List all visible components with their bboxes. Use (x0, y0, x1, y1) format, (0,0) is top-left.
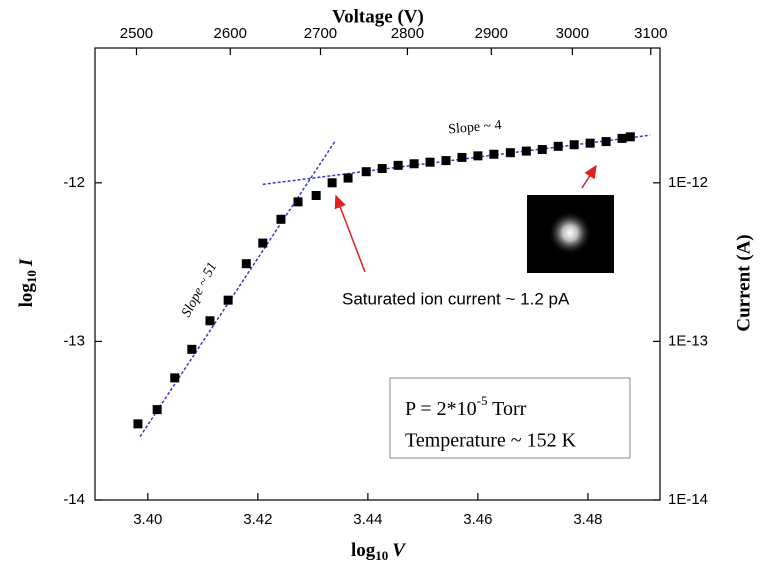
y-axis-title: log10I (16, 258, 39, 307)
data-point (457, 152, 467, 162)
x-tick-label: 3.42 (243, 511, 272, 528)
data-point (489, 149, 499, 159)
data-point (152, 405, 162, 415)
x-axis-title: log10 V (351, 540, 406, 563)
x2-tick-label: 2500 (120, 25, 153, 42)
annotation: Temperature ~ 152 K (405, 430, 577, 452)
annotation: Saturated ion current ~ 1.2 pA (342, 289, 570, 308)
arrow (334, 194, 366, 273)
data-point (361, 167, 371, 177)
data-point (537, 145, 547, 155)
info-box (389, 377, 631, 459)
annotation: Slope ~ 4 (448, 118, 503, 138)
x-tick-label: 3.40 (133, 511, 162, 528)
data-point (133, 419, 143, 429)
x2-tick-label: 2900 (475, 25, 508, 42)
x-tick-label: 3.48 (573, 511, 602, 528)
data-point (625, 132, 635, 142)
data-point (170, 373, 180, 383)
chart-title: Voltage (V) (332, 6, 424, 27)
data-point (327, 178, 337, 188)
y2-tick-label: 1E-14 (668, 491, 708, 508)
fit-line (262, 134, 651, 186)
data-point (205, 316, 215, 326)
data-point (276, 214, 286, 224)
data-point (393, 160, 403, 170)
x2-tick-label: 3000 (556, 25, 589, 42)
plot-frame (94, 47, 661, 501)
data-point (505, 148, 515, 158)
annotation: P = 2*10-5 Torr (405, 393, 527, 420)
data-point (521, 146, 531, 156)
y-tick-label: -14 (63, 491, 85, 508)
y2-tick-label: 1E-13 (668, 332, 708, 349)
annotation: Slope ~ 51 (179, 260, 220, 320)
data-point (241, 259, 251, 269)
data-point (569, 140, 579, 150)
data-point (473, 151, 483, 161)
arrow (581, 164, 597, 189)
data-point (409, 159, 419, 169)
data-point (601, 137, 611, 147)
x2-tick-label: 2700 (304, 25, 337, 42)
data-point (187, 344, 197, 354)
data-point (223, 295, 233, 305)
data-point (311, 190, 321, 200)
y2-tick-label: 1E-12 (668, 174, 708, 191)
y-tick-label: -13 (63, 332, 85, 349)
ion-spot (548, 211, 592, 255)
data-point (425, 157, 435, 167)
x2-tick-label: 3100 (634, 25, 667, 42)
data-point (377, 164, 387, 174)
data-point (293, 197, 303, 207)
data-point (343, 173, 353, 183)
data-point (258, 238, 268, 248)
data-point (617, 133, 627, 143)
y-tick-label: -12 (63, 174, 85, 191)
x2-tick-label: 2800 (391, 25, 424, 42)
data-point (585, 138, 595, 148)
x-tick-label: 3.44 (353, 511, 382, 528)
data-point (441, 156, 451, 166)
data-point (553, 141, 563, 151)
y2-axis-title: Current (A) (733, 234, 754, 331)
x2-tick-label: 2600 (214, 25, 247, 42)
fit-line (139, 141, 336, 437)
x-tick-label: 3.46 (463, 511, 492, 528)
